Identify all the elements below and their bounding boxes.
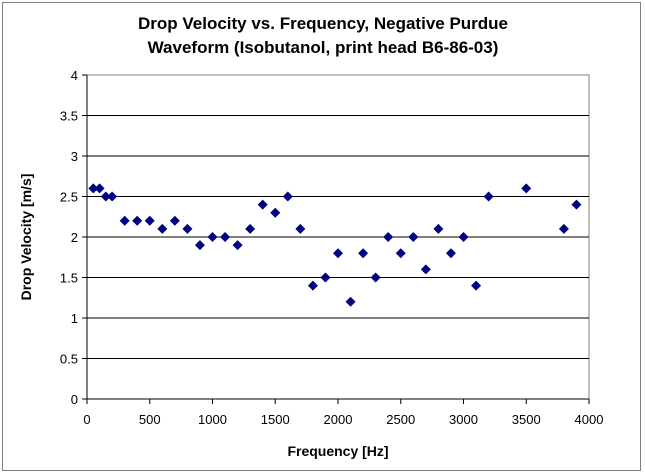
data-point [88,183,99,194]
data-points [88,183,582,307]
data-point [345,296,356,307]
data-point [144,215,155,226]
data-point [471,280,482,291]
data-point [558,223,569,234]
data-point [408,232,419,242]
data-point [420,264,431,275]
x-tick-label: 2000 [324,412,353,427]
data-point [232,240,243,251]
data-point [295,223,306,234]
x-tick-label: 3500 [512,412,541,427]
data-point [383,232,394,242]
data-point [220,232,231,242]
chart-title-line-2: Waveform (Isobutanol, print head B6-86-0… [148,38,499,57]
data-point [307,280,318,291]
data-point [182,223,193,234]
y-tick-label: 3 [71,149,78,164]
x-tick-label: 0 [83,412,90,427]
y-tick-label: 2 [71,230,78,245]
data-point [521,183,532,194]
y-axis-label: Drop Velocity [m/s] [18,174,34,301]
data-point [395,248,406,259]
y-tick-label: 0.5 [60,352,78,367]
x-axis-ticks: 0 500 1000 1500 2000 2500 3000 3500 4000 [83,399,603,427]
data-point [157,223,168,234]
x-axis-label: Frequency [Hz] [287,443,388,459]
y-tick-label: 4 [71,68,78,83]
x-tick-label: 2500 [386,412,415,427]
data-point [107,191,118,202]
data-point [132,215,143,226]
data-point [282,191,293,202]
data-point [119,215,130,226]
data-point [257,199,268,210]
x-tick-label: 4000 [575,412,604,427]
data-point [94,183,105,194]
data-point [245,223,256,234]
data-point [458,232,469,242]
data-point [445,248,456,259]
data-point [100,191,111,202]
x-tick-label: 1000 [198,412,227,427]
x-tick-label: 3000 [449,412,478,427]
data-point [358,248,369,259]
data-point [270,207,281,218]
chart-title-line-1: Drop Velocity vs. Frequency, Negative Pu… [138,14,508,33]
data-point [333,248,343,259]
data-point [169,215,180,226]
y-axis-ticks: 0 0.5 1 1.5 2 2.5 3 3.5 4 [60,68,87,407]
data-point [194,240,205,251]
x-tick-label: 500 [139,412,161,427]
y-tick-label: 2.5 [60,190,78,205]
data-point [207,232,218,242]
data-point [433,223,444,234]
y-tick-label: 1 [71,311,78,326]
y-tick-label: 3.5 [60,109,78,124]
data-point [483,191,494,202]
data-point [571,199,582,210]
x-tick-label: 1500 [261,412,290,427]
data-point [370,272,381,283]
data-point [320,272,331,283]
y-tick-label: 1.5 [60,271,78,286]
gridlines [86,75,589,400]
y-tick-label: 0 [71,392,78,407]
